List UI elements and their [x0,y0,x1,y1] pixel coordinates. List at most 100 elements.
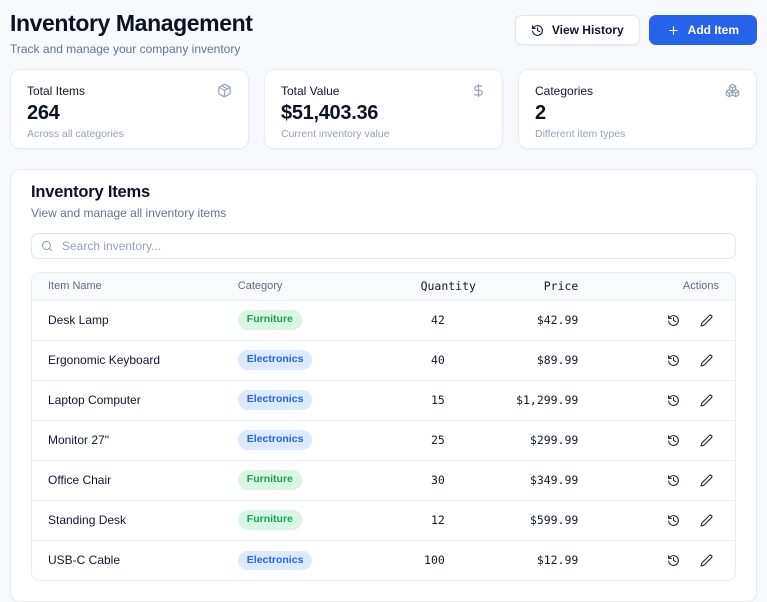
table-row: USB-C Cable Electronics 100 $12.99 [32,540,735,580]
table-header-row: Item Name Category Quantity Price Action… [32,273,735,300]
quantity-cell: 25 [405,420,461,460]
row-history-button[interactable] [660,387,686,413]
item-name-cell: Ergonomic Keyboard [32,340,222,380]
item-name-cell: Office Chair [32,460,222,500]
stat-card-header: Total Value [281,83,486,98]
item-name-cell: Monitor 27" [32,420,222,460]
table-row: Office Chair Furniture 30 $349.99 [32,460,735,500]
header-actions: View History Add Item [515,15,757,45]
actions-cell [594,540,735,580]
pencil-icon [700,514,713,527]
history-icon [667,354,680,367]
actions-cell [594,460,735,500]
view-history-label: View History [552,23,624,37]
stat-card-header: Categories [535,83,740,98]
page-title: Inventory Management [10,10,253,37]
category-cell: Electronics [222,380,405,420]
table-row: Monitor 27" Electronics 25 $299.99 [32,420,735,460]
quantity-cell: 12 [405,500,461,540]
actions-cell [594,500,735,540]
stat-label: Categories [535,84,593,98]
row-edit-button[interactable] [693,427,719,453]
stat-caption: Across all categories [27,128,232,140]
row-history-button[interactable] [660,547,686,573]
actions-cell [594,340,735,380]
dollar-sign-icon [471,83,486,98]
stat-label: Total Items [27,84,85,98]
page-subtitle: Track and manage your company inventory [10,42,253,56]
category-badge: Furniture [238,510,302,529]
history-icon [531,24,544,37]
row-edit-button[interactable] [693,547,719,573]
stat-caption: Current inventory value [281,128,486,140]
category-badge: Electronics [238,430,313,449]
history-icon [667,314,680,327]
table-row: Laptop Computer Electronics 15 $1,299.99 [32,380,735,420]
stat-card-header: Total Items [27,83,232,98]
category-badge: Electronics [238,390,313,409]
pencil-icon [700,474,713,487]
price-cell: $12.99 [461,540,595,580]
column-header-price: Price [461,273,595,300]
column-header-category: Category [222,273,405,300]
category-cell: Furniture [222,300,405,340]
item-name-cell: USB-C Cable [32,540,222,580]
stat-caption: Different item types [535,128,740,140]
plus-icon [667,24,680,37]
row-edit-button[interactable] [693,347,719,373]
history-icon [667,514,680,527]
actions-cell [594,420,735,460]
category-cell: Electronics [222,420,405,460]
row-edit-button[interactable] [693,307,719,333]
row-history-button[interactable] [660,347,686,373]
actions-cell [594,380,735,420]
inventory-panel-title: Inventory Items [31,183,736,202]
actions-cell [594,300,735,340]
search-icon [41,240,53,252]
quantity-cell: 42 [405,300,461,340]
pencil-icon [700,434,713,447]
quantity-cell: 100 [405,540,461,580]
item-name-cell: Laptop Computer [32,380,222,420]
quantity-cell: 15 [405,380,461,420]
row-edit-button[interactable] [693,387,719,413]
item-name-cell: Desk Lamp [32,300,222,340]
stat-card-categories: Categories 2 Different item types [518,69,757,149]
add-item-button[interactable]: Add Item [649,15,757,45]
row-edit-button[interactable] [693,467,719,493]
inventory-panel: Inventory Items View and manage all inve… [10,169,757,602]
price-cell: $349.99 [461,460,595,500]
stat-label: Total Value [281,84,339,98]
price-cell: $299.99 [461,420,595,460]
row-history-button[interactable] [660,427,686,453]
stat-value: 264 [27,102,232,125]
inventory-management-page: Inventory Management Track and manage yo… [0,0,767,602]
table-row: Desk Lamp Furniture 42 $42.99 [32,300,735,340]
row-history-button[interactable] [660,507,686,533]
add-item-label: Add Item [688,23,739,37]
history-icon [667,474,680,487]
stat-value: 2 [535,102,740,125]
row-history-button[interactable] [660,307,686,333]
category-badge: Furniture [238,310,302,329]
column-header-quantity: Quantity [405,273,461,300]
price-cell: $42.99 [461,300,595,340]
row-history-button[interactable] [660,467,686,493]
search-input[interactable] [31,233,736,259]
search-bar [31,233,736,259]
quantity-cell: 30 [405,460,461,500]
view-history-button[interactable]: View History [515,15,640,45]
inventory-table-body: Desk Lamp Furniture 42 $42.99 Ergonomic [32,300,735,580]
boxes-icon [725,83,740,98]
inventory-panel-subtitle: View and manage all inventory items [31,206,736,220]
stat-card-total-items: Total Items 264 Across all categories [10,69,249,149]
page-header-text: Inventory Management Track and manage yo… [10,8,253,56]
table-row: Ergonomic Keyboard Electronics 40 $89.99 [32,340,735,380]
category-badge: Furniture [238,470,302,489]
pencil-icon [700,394,713,407]
pencil-icon [700,354,713,367]
category-cell: Electronics [222,340,405,380]
price-cell: $1,299.99 [461,380,595,420]
history-icon [667,394,680,407]
row-edit-button[interactable] [693,507,719,533]
